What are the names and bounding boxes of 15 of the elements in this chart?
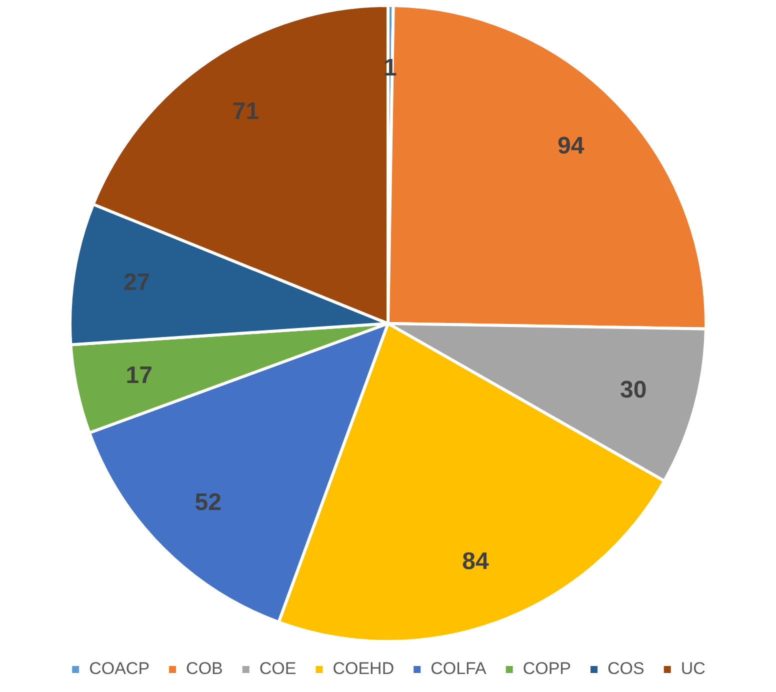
data-label: 94: [558, 132, 585, 160]
data-label: 52: [194, 489, 222, 516]
data-label: 27: [123, 268, 150, 296]
legend-label: COLFA: [430, 659, 488, 678]
data-label: 30: [620, 376, 647, 404]
legend-label: COE: [259, 659, 296, 678]
legend-label: COS: [608, 659, 644, 678]
legend-label: COB: [186, 659, 223, 678]
legend-label: UC: [680, 659, 706, 678]
legend-label: COEHD: [332, 659, 394, 678]
legend-label: COPP: [522, 659, 572, 678]
data-label: 71: [232, 98, 260, 126]
legend-label: COACP: [89, 659, 150, 678]
data-label: 17: [126, 362, 152, 389]
data-label: 84: [462, 548, 490, 576]
